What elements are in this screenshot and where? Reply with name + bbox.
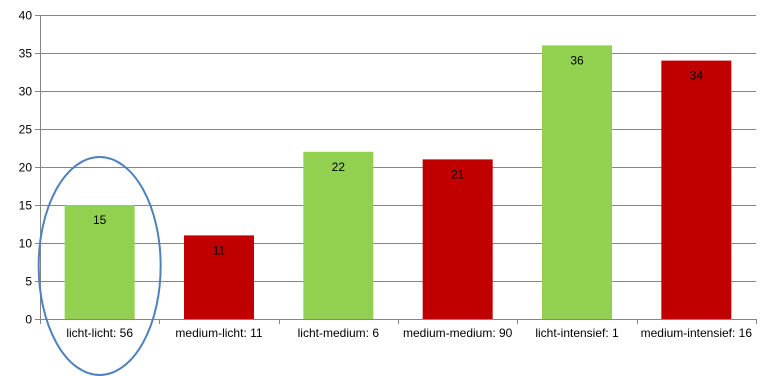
gridlines [40,15,756,282]
x-category-labels: licht-licht: 56 medium-licht: 11 licht-med… [66,326,752,340]
bar [64,205,135,319]
data-label: 22 [332,160,346,174]
data-label: 21 [451,167,465,181]
x-category-label: licht-intensief: 1 [535,326,619,340]
x-category-label: medium-medium: 90 [403,326,513,340]
data-label: 11 [213,243,226,257]
axes [35,15,757,324]
y-tick-label: 5 [25,275,32,289]
y-tick-label: 25 [19,123,33,137]
bar [184,235,254,319]
data-label: 15 [93,213,107,227]
y-tick-label: 15 [19,199,33,213]
annotations [37,156,162,376]
x-category-label: medium-licht: 11 [175,326,262,340]
y-tick-label: 40 [19,9,33,23]
highlight-ellipse [37,156,162,376]
data-label: 34 [690,69,704,83]
bar [542,45,612,320]
y-tick-label: 10 [19,237,33,251]
y-tick-label: 0 [25,313,32,327]
bar [303,151,374,319]
y-tick-label: 35 [19,47,33,61]
x-category-label: licht-licht: 56 [66,326,133,340]
y-tick-label: 20 [19,161,33,175]
y-tick-labels: 0 5 10 15 20 25 30 35 40 [19,9,33,327]
bar [422,159,493,319]
x-category-label: medium-intensief: 16 [641,326,753,340]
bars [64,45,732,320]
data-label: 36 [570,53,584,67]
y-tick-label: 30 [19,85,33,99]
x-category-label: licht-medium: 6 [298,326,380,340]
bar [661,60,732,319]
data-labels: 15 11 22 21 36 34 [93,53,703,257]
